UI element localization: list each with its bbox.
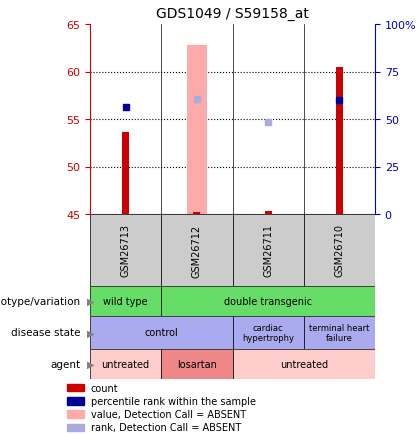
Text: wild type: wild type	[103, 296, 148, 306]
Text: genotype/variation: genotype/variation	[0, 296, 81, 306]
Text: terminal heart
failure: terminal heart failure	[309, 323, 370, 342]
Bar	[233, 214, 304, 286]
Bar	[187, 46, 207, 214]
Text: GSM26712: GSM26712	[192, 224, 202, 277]
Bar	[67, 411, 84, 418]
Bar	[336, 68, 343, 214]
Text: GSM26711: GSM26711	[263, 224, 273, 277]
Text: cardiac
hypertrophy: cardiac hypertrophy	[242, 323, 294, 342]
Bar	[161, 286, 375, 316]
Text: untreated: untreated	[102, 359, 150, 369]
Text: double transgenic: double transgenic	[224, 296, 312, 306]
Text: GSM26710: GSM26710	[334, 224, 344, 277]
Bar	[67, 384, 84, 391]
Text: GSM26713: GSM26713	[121, 224, 131, 277]
Bar	[161, 214, 233, 286]
Title: GDS1049 / S59158_at: GDS1049 / S59158_at	[156, 7, 309, 21]
Text: disease state: disease state	[11, 328, 81, 338]
Bar	[90, 286, 161, 316]
Text: rank, Detection Call = ABSENT: rank, Detection Call = ABSENT	[91, 422, 241, 432]
Text: losartan: losartan	[177, 359, 217, 369]
Bar	[193, 213, 200, 214]
Bar	[233, 316, 304, 349]
Text: control: control	[144, 328, 178, 338]
Bar	[265, 212, 272, 214]
Text: ▶: ▶	[87, 359, 94, 369]
Text: ▶: ▶	[87, 296, 94, 306]
Text: ▶: ▶	[87, 328, 94, 338]
Bar	[90, 349, 161, 379]
Bar	[304, 316, 375, 349]
Text: value, Detection Call = ABSENT: value, Detection Call = ABSENT	[91, 409, 246, 419]
Text: agent: agent	[51, 359, 81, 369]
Text: untreated: untreated	[280, 359, 328, 369]
Bar	[90, 214, 161, 286]
Bar	[90, 316, 233, 349]
Bar	[122, 133, 129, 214]
Bar	[67, 397, 84, 404]
Text: count: count	[91, 383, 118, 393]
Bar	[67, 424, 84, 431]
Bar	[304, 214, 375, 286]
Bar	[161, 349, 233, 379]
Text: percentile rank within the sample: percentile rank within the sample	[91, 396, 256, 406]
Bar	[233, 349, 375, 379]
